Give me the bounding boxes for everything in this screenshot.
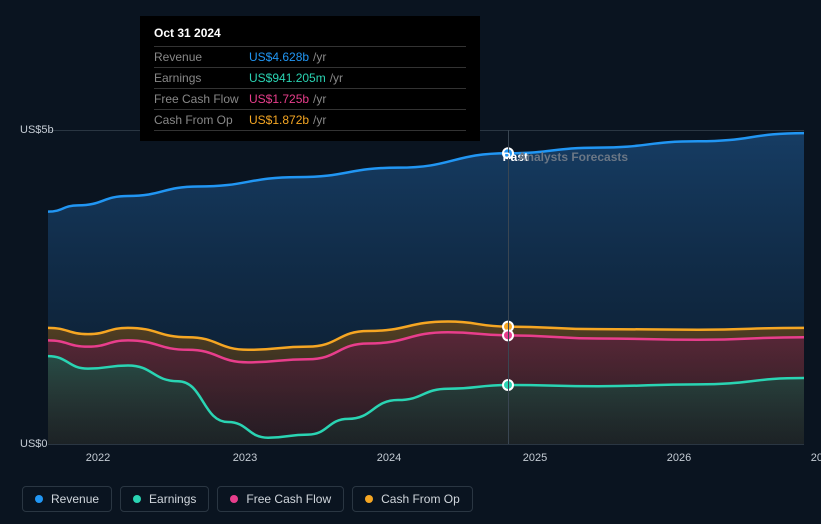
tooltip-row-label: Free Cash Flow [154,92,249,106]
tooltip-row-label: Revenue [154,50,249,64]
tooltip-row-suffix: /yr [313,50,326,64]
tooltip-row-value: US$1.725b [249,92,309,106]
tooltip: Oct 31 2024 RevenueUS$4.628b/yrEarningsU… [140,16,480,141]
tooltip-row: Cash From OpUS$1.872b/yr [154,110,466,131]
legend-label: Cash From Op [381,492,460,506]
legend-item[interactable]: Free Cash Flow [217,486,344,512]
forecast-label: Analysts Forecasts [518,150,628,164]
x-axis-label: 2024 [377,452,401,464]
legend: Revenue Earnings Free Cash Flow Cash From O… [22,486,473,512]
x-axis-label: 2023 [233,452,257,464]
legend-item[interactable]: Revenue [22,486,112,512]
tooltip-row-suffix: /yr [313,92,326,106]
legend-item[interactable]: Earnings [120,486,209,512]
legend-dot-icon [35,495,43,503]
tooltip-row: EarningsUS$941.205m/yr [154,68,466,89]
legend-label: Revenue [51,492,99,506]
gridline [48,444,804,445]
legend-label: Earnings [149,492,196,506]
legend-dot-icon [133,495,141,503]
tooltip-row-suffix: /yr [330,71,343,85]
legend-label: Free Cash Flow [246,492,331,506]
legend-dot-icon [365,495,373,503]
tooltip-row-value: US$4.628b [249,50,309,64]
x-axis-label: 2026 [667,452,691,464]
tooltip-row: RevenueUS$4.628b/yr [154,47,466,68]
x-axis-label: 2025 [523,452,547,464]
chart-svg [48,130,804,444]
x-axis-label: 2027 [811,452,821,464]
financials-chart: US$0US$5b 202220232024202520262027 Past … [20,130,804,444]
tooltip-row-label: Cash From Op [154,113,249,127]
past-forecast-divider [508,130,509,444]
tooltip-title: Oct 31 2024 [154,26,466,47]
y-axis-label: US$0 [20,438,48,450]
legend-dot-icon [230,495,238,503]
tooltip-row-value: US$1.872b [249,113,309,127]
tooltip-row-label: Earnings [154,71,249,85]
tooltip-row-suffix: /yr [313,113,326,127]
x-axis-label: 2022 [86,452,110,464]
legend-item[interactable]: Cash From Op [352,486,473,512]
tooltip-row-value: US$941.205m [249,71,326,85]
tooltip-rows: RevenueUS$4.628b/yrEarningsUS$941.205m/y… [154,47,466,131]
tooltip-row: Free Cash FlowUS$1.725b/yr [154,89,466,110]
y-axis-label: US$5b [20,124,54,136]
